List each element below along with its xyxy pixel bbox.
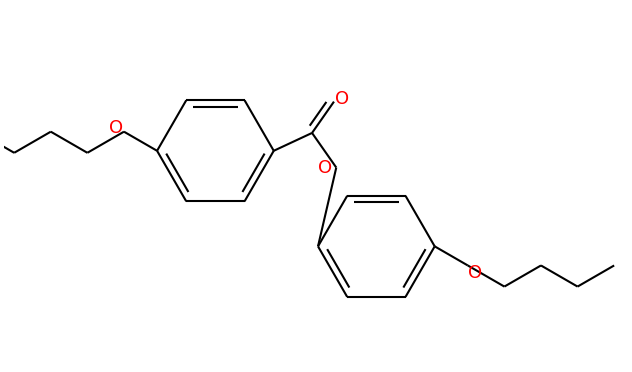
Text: O: O [335, 90, 349, 108]
Text: O: O [109, 119, 123, 137]
Text: O: O [468, 263, 482, 282]
Text: O: O [318, 158, 332, 177]
